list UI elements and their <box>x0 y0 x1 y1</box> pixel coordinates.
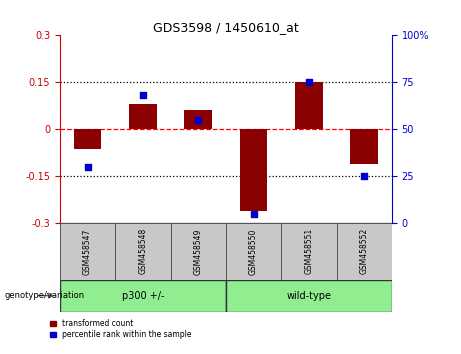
Text: genotype/variation: genotype/variation <box>5 291 85 300</box>
Bar <box>115 223 171 280</box>
Point <box>250 211 257 217</box>
Title: GDS3598 / 1450610_at: GDS3598 / 1450610_at <box>153 21 299 34</box>
Bar <box>184 110 212 129</box>
Text: p300 +/-: p300 +/- <box>122 291 164 301</box>
Bar <box>337 223 392 280</box>
Legend: transformed count, percentile rank within the sample: transformed count, percentile rank withi… <box>50 319 192 339</box>
Bar <box>74 129 101 149</box>
Text: GSM458548: GSM458548 <box>138 228 148 274</box>
Text: wild-type: wild-type <box>286 291 331 301</box>
Point <box>84 164 91 170</box>
Text: GSM458550: GSM458550 <box>249 228 258 275</box>
Text: GSM458551: GSM458551 <box>304 228 313 274</box>
Point <box>305 79 313 85</box>
Bar <box>60 223 115 280</box>
Bar <box>60 280 226 312</box>
Bar <box>240 129 267 211</box>
Bar <box>226 223 281 280</box>
Text: GSM458552: GSM458552 <box>360 228 369 274</box>
Text: GSM458549: GSM458549 <box>194 228 203 275</box>
Bar <box>226 280 392 312</box>
Point <box>195 117 202 123</box>
Bar <box>350 129 378 164</box>
Point <box>361 173 368 179</box>
Bar <box>281 223 337 280</box>
Bar <box>295 82 323 129</box>
Text: GSM458547: GSM458547 <box>83 228 92 275</box>
Bar <box>171 223 226 280</box>
Bar <box>129 104 157 129</box>
Point <box>139 93 147 98</box>
